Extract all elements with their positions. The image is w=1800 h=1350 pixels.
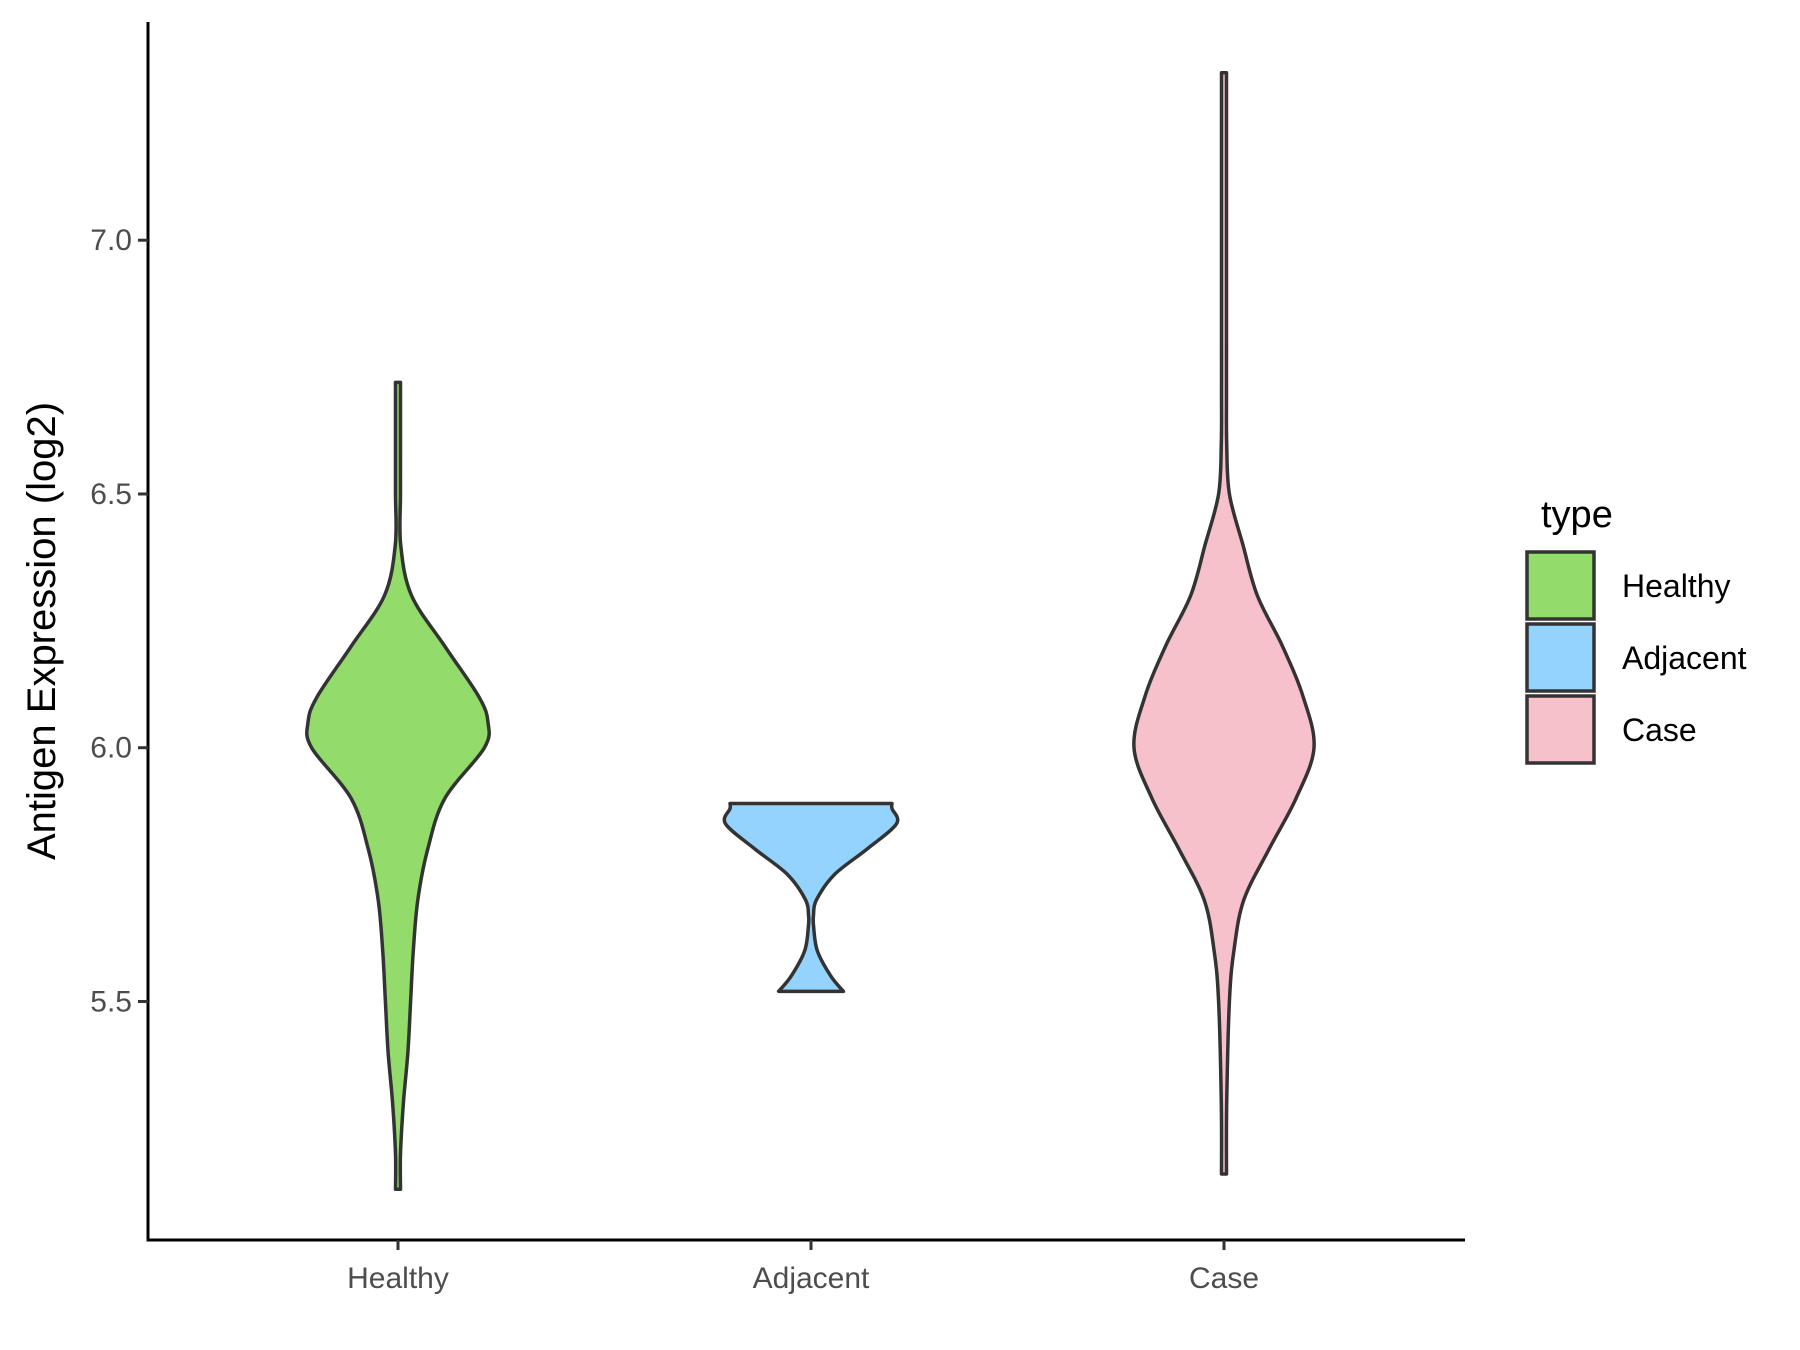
x-axis-ticks: Healthy Adjacent Case (347, 1240, 1259, 1295)
y-axis-title: Antigen Expression (log2) (20, 402, 64, 860)
y-tick-label: 7.0 (90, 224, 132, 257)
y-tick-label: 6.0 (90, 732, 132, 765)
legend-swatch-case (1525, 694, 1596, 765)
legend-swatch-adjacent (1525, 622, 1596, 693)
x-tick-label: Case (1189, 1262, 1259, 1295)
violin-adjacent (722, 801, 900, 994)
x-tick-label: Adjacent (753, 1262, 870, 1295)
legend-label-adjacent: Adjacent (1622, 640, 1747, 676)
y-axis-ticks: 5.5 6.0 6.5 7.0 (90, 224, 148, 1018)
legend-label-case: Case (1622, 712, 1697, 748)
legend: type Healthy Adjacent Case (1525, 494, 1747, 765)
legend-title: type (1541, 494, 1613, 536)
y-tick-label: 5.5 (90, 985, 132, 1018)
violin-healthy (305, 380, 491, 1191)
legend-swatch-healthy (1525, 550, 1596, 621)
violin-case (1132, 71, 1316, 1176)
y-tick-label: 6.5 (90, 478, 132, 511)
violins-layer (305, 71, 1316, 1191)
x-tick-label: Healthy (347, 1262, 449, 1295)
legend-label-healthy: Healthy (1622, 568, 1731, 604)
